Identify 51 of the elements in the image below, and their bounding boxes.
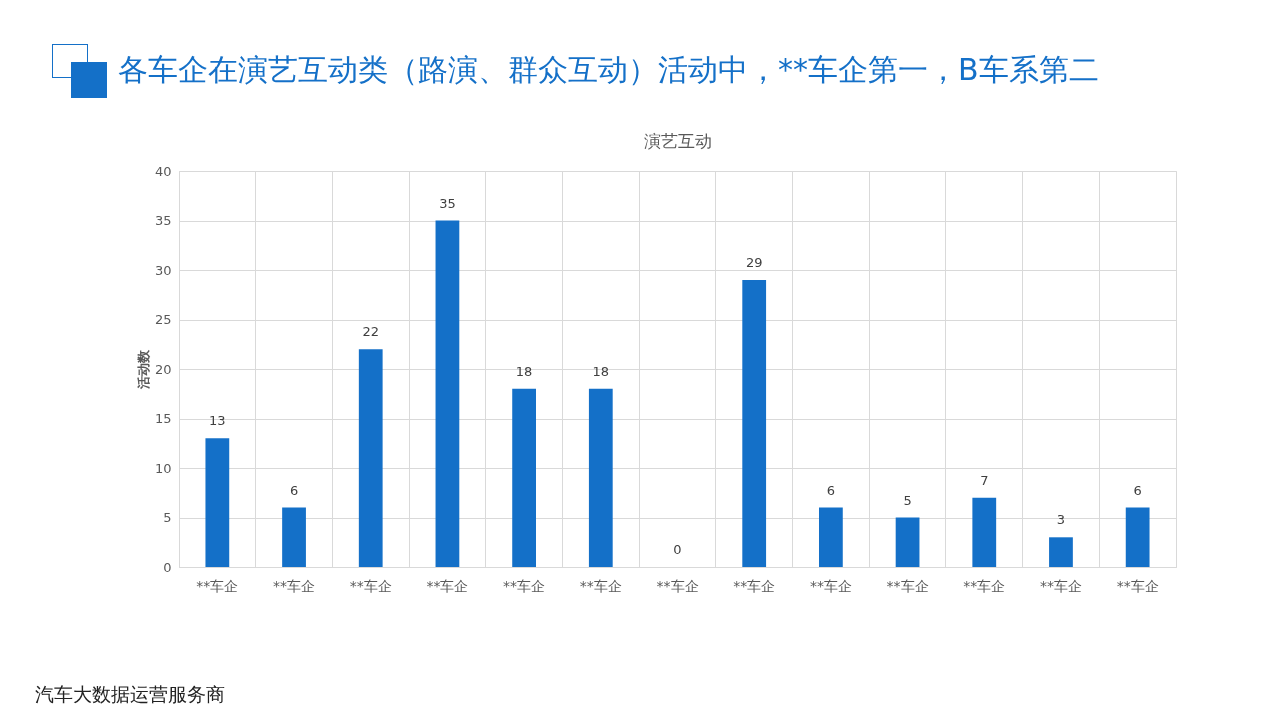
x-tick-label: **车企 <box>733 577 776 594</box>
x-tick-label: **车企 <box>579 577 622 594</box>
data-label: 3 <box>1056 512 1066 528</box>
x-tick-label: **车企 <box>503 577 546 594</box>
x-tick-label: **车企 <box>426 577 469 594</box>
data-label: 5 <box>903 492 912 508</box>
bar <box>742 279 767 567</box>
data-label: 29 <box>745 254 763 270</box>
x-tick-label: **车企 <box>886 577 929 594</box>
x-tick-label: **车企 <box>196 577 239 594</box>
x-tick-label: **车企 <box>1039 577 1082 594</box>
y-tick-label: 0 <box>163 559 172 575</box>
data-label: 6 <box>289 482 299 498</box>
x-tick-label: **车企 <box>656 577 699 594</box>
bar <box>972 497 997 567</box>
x-tick-label: **车企 <box>809 577 852 594</box>
bar <box>819 507 843 567</box>
bar <box>588 388 613 567</box>
bar <box>1049 537 1073 567</box>
text: 汽车大数据运营服务商 <box>35 682 225 707</box>
data-label: 7 <box>980 472 989 488</box>
bar <box>1125 507 1150 567</box>
chart-title: 演艺互动 <box>643 131 712 151</box>
bar <box>282 507 306 567</box>
data-label: 18 <box>515 363 533 379</box>
data-label: 6 <box>826 482 836 498</box>
y-tick-label: 40 <box>154 163 172 179</box>
y-tick-label: 35 <box>154 213 172 228</box>
x-tick-label: **车企 <box>963 577 1006 594</box>
y-tick-label: 5 <box>163 510 172 525</box>
y-tick-label: 20 <box>154 361 172 377</box>
y-tick-label: 15 <box>154 411 172 426</box>
bar <box>512 388 536 567</box>
bar <box>895 517 920 567</box>
x-tick-label: **车企 <box>349 577 392 594</box>
y-tick-label: 10 <box>154 460 172 476</box>
data-label: 35 <box>439 195 456 211</box>
y-tick-label: 25 <box>154 312 172 327</box>
chart-subtitle: 各车企在演艺互动类（路演、群众互动）活动中，**车企第一，B车系第二 <box>118 51 1099 89</box>
y-tick-label: 30 <box>154 262 172 278</box>
bar <box>435 220 460 567</box>
x-tick-label: **车企 <box>273 577 316 594</box>
data-label: 22 <box>362 324 379 340</box>
data-label: 13 <box>209 413 226 429</box>
y-axis-title: 活动数 <box>135 349 151 390</box>
bar <box>358 349 383 567</box>
data-label: 0 <box>673 542 682 557</box>
data-label: 18 <box>592 363 610 379</box>
x-tick-label: **车企 <box>1116 577 1159 594</box>
data-label: 6 <box>1133 482 1142 498</box>
bar <box>205 438 230 567</box>
